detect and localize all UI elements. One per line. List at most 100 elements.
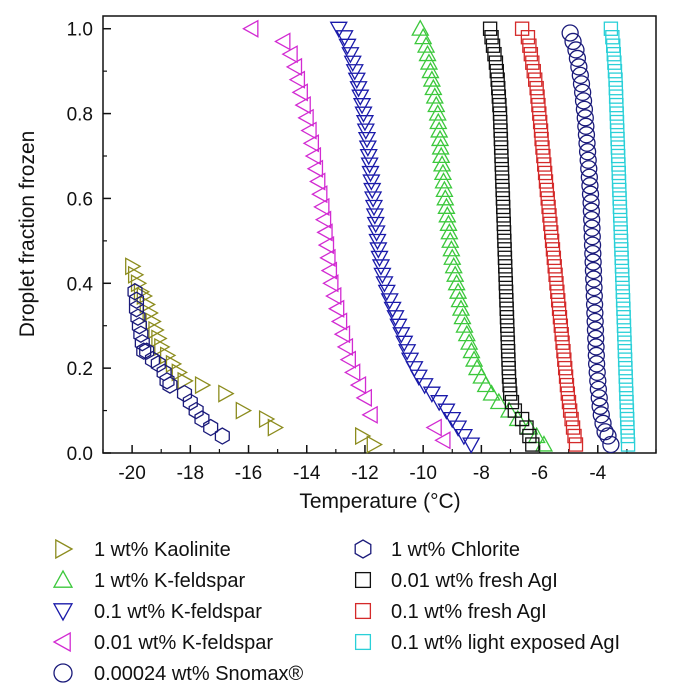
data-point [530,89,545,104]
data-point [383,301,402,319]
data-point [136,286,154,306]
data-point [366,435,384,454]
data-point [519,420,534,435]
data-point [499,301,514,316]
data-point [427,95,446,113]
data-point [476,375,495,393]
data-point [300,121,317,140]
data-point [128,299,145,318]
data-point [365,208,384,225]
data-point [568,49,587,68]
data-point [421,61,440,79]
data-point [585,287,603,305]
data-point [484,30,499,45]
data-point [620,420,635,435]
data-point [377,284,396,302]
data-point [325,286,342,306]
data-point [127,265,145,284]
data-point [499,310,515,325]
data-point [500,343,516,359]
data-point [176,384,193,403]
data-point [618,360,633,376]
x-axis-title: Temperature (°C) [299,490,460,513]
data-point [501,369,517,384]
data-point [586,304,604,322]
data-point [371,259,391,276]
data-point [577,117,595,135]
x-tick-label: -12 [351,463,378,484]
data-point [442,240,461,257]
legend-marker [354,571,372,589]
data-point [615,284,631,299]
data-point [127,283,143,301]
data-point [612,191,627,206]
data-point [539,182,555,198]
data-point [599,427,617,445]
data-point [493,114,508,130]
data-point [285,57,303,77]
data-point [434,431,451,450]
data-point [203,418,219,437]
data-point [612,199,628,215]
data-point [588,363,606,382]
data-point [497,242,512,257]
data-point [544,233,560,249]
data-point [523,46,539,62]
legend-label: 0.1 wt% K-feldspar [94,601,262,623]
legend-marker [354,539,372,559]
data-point [557,360,573,376]
data-point [347,72,366,89]
data-point [472,367,491,384]
data-point [432,155,452,172]
data-point [501,360,516,376]
data-point [302,134,320,153]
data-point [570,58,588,76]
data-point [398,344,417,361]
data-point [182,393,198,411]
data-point [425,418,442,437]
data-point [430,121,449,138]
data-point [498,259,513,274]
x-tick-label: -6 [531,463,548,484]
data-point [453,307,472,325]
series-group [514,21,584,452]
data-point [611,157,626,172]
data-point [291,83,308,102]
data-point [320,261,338,280]
data-point [218,384,235,403]
legend-label: 0.00024 wt% Snomax® [94,663,304,685]
data-point [502,377,517,393]
data-point [159,346,177,365]
data-point [482,384,501,401]
data-point [495,199,511,215]
data-point [608,89,624,104]
y-tick-label: 1.0 [67,20,93,41]
data-point [581,177,599,195]
data-point [288,70,306,89]
data-point [508,409,527,427]
data-point [361,405,378,424]
data-point [494,165,510,181]
series-group [242,19,451,450]
data-point [392,327,411,344]
data-point [435,180,454,198]
data-point [526,63,541,79]
data-point [467,358,487,376]
data-point [619,394,634,410]
data-point [613,225,628,240]
data-point [349,376,367,395]
data-point [501,352,516,367]
data-point [619,386,634,401]
data-point [494,157,509,172]
data-point [360,157,379,174]
data-point [553,318,569,333]
data-point [498,276,514,291]
data-point [616,301,631,316]
legend-marker [53,663,73,683]
data-point [545,242,561,257]
x-tick-label: -8 [473,463,490,484]
data-point [609,97,624,113]
legend-marker [52,603,74,622]
data-point [437,197,456,214]
data-point [564,411,579,427]
